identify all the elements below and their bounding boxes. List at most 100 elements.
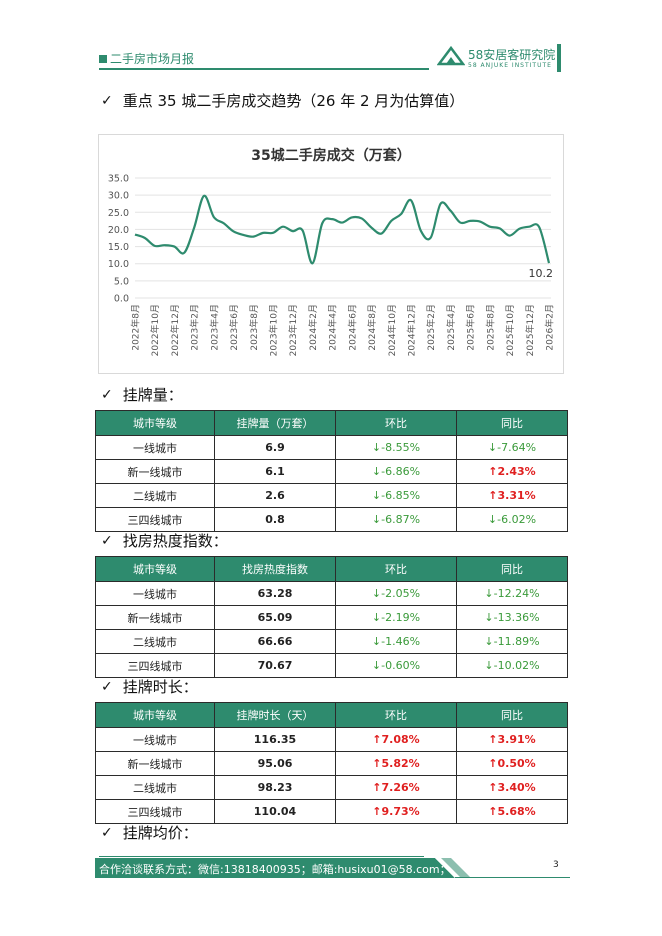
check-icon: ✓ [101, 678, 113, 695]
table-row: 新一线城市 6.1 ↓-6.86% ↑2.43% [95, 459, 568, 484]
yoy-cell: ↓-13.36% [456, 605, 568, 630]
x-tick-label: 2024年10月 [386, 304, 398, 356]
header-divider [99, 68, 429, 70]
x-tick-label: 2024年2月 [307, 304, 319, 351]
y-tick-label: 10.0 [108, 259, 129, 270]
listing-duration-table: 城市等级 挂牌时长（天） 环比 同比 一线城市 116.35 ↑7.08% ↑3.91… [95, 702, 568, 824]
check-icon: ✓ [101, 532, 113, 549]
value-cell: 6.1 [214, 459, 336, 484]
value-cell: 6.9 [214, 435, 336, 460]
table-row: 三四线城市 110.04 ↑9.73% ↑5.68% [95, 799, 568, 824]
x-tick-label: 2023年2月 [189, 304, 201, 351]
footer-contact: 合作洽谈联系方式：微信:13818400935；邮箱:husixu01@58.c… [99, 863, 451, 876]
section-listing-duration-title: 挂牌时长： [122, 678, 198, 696]
col-metric: 找房热度指数 [214, 556, 336, 582]
x-tick-label: 2023年6月 [228, 304, 240, 351]
section-avg-price-title: 挂牌均价： [122, 824, 198, 842]
yoy-cell: ↑2.43% [456, 459, 568, 484]
check-icon: ✓ [101, 386, 113, 403]
logo: 58安居客研究院 58 ANJUKE INSTITUTE [436, 44, 562, 72]
last-value-label: 10.2 [529, 267, 554, 280]
mom-cell: ↑5.82% [335, 751, 457, 776]
col-mom: 环比 [335, 556, 457, 582]
yoy-cell: ↓-7.64% [456, 435, 568, 460]
x-tick-label: 2024年12月 [406, 304, 418, 356]
table-row: 一线城市 6.9 ↓-8.55% ↓-7.64% [95, 435, 568, 460]
header-square-icon [99, 54, 107, 63]
col-level: 城市等级 [95, 410, 215, 436]
table-row: 三四线城市 0.8 ↓-6.87% ↓-6.02% [95, 507, 568, 532]
table-row: 二线城市 66.66 ↓-1.46% ↓-11.89% [95, 629, 568, 654]
x-tick-label: 2025年10月 [504, 304, 516, 356]
mom-cell: ↓-2.05% [335, 581, 457, 606]
yoy-cell: ↑3.31% [456, 483, 568, 508]
city-cell: 一线城市 [95, 581, 215, 606]
value-cell: 66.66 [214, 629, 336, 654]
listing-count-table: 城市等级 挂牌量（万套） 环比 同比 一线城市 6.9 ↓-8.55% ↓-7.64%… [95, 410, 568, 532]
col-mom: 环比 [335, 410, 457, 436]
city-cell: 一线城市 [95, 727, 215, 752]
value-cell: 70.67 [214, 653, 336, 678]
x-tick-label: 2026年2月 [544, 304, 556, 351]
section-avg-price: ✓ 挂牌均价： [101, 822, 198, 843]
report-title: 二手房市场月报 [110, 52, 195, 66]
city-cell: 三四线城市 [95, 507, 215, 532]
value-cell: 95.06 [214, 751, 336, 776]
search-heat-table: 城市等级 找房热度指数 环比 同比 一线城市 63.28 ↓-2.05% ↓-12.2… [95, 556, 568, 678]
yoy-cell: ↑5.68% [456, 799, 568, 824]
city-cell: 一线城市 [95, 435, 215, 460]
yoy-cell: ↓-10.02% [456, 653, 568, 678]
city-cell: 二线城市 [95, 775, 215, 800]
check-icon: ✓ [101, 824, 113, 841]
y-tick-label: 0.0 [114, 294, 129, 305]
table-row: 二线城市 98.23 ↑7.26% ↑3.40% [95, 775, 568, 800]
logo-subtitle: 58 ANJUKE INSTITUTE [468, 62, 552, 69]
x-tick-label: 2025年6月 [465, 304, 477, 351]
col-yoy: 同比 [456, 410, 568, 436]
y-tick-label: 25.0 [108, 208, 129, 219]
yoy-cell: ↑0.50% [456, 751, 568, 776]
section-trend: ✓ 重点 35 城二手房成交趋势（26 年 2 月为估算值） [101, 90, 464, 111]
mom-cell: ↓-1.46% [335, 629, 457, 654]
value-cell: 98.23 [214, 775, 336, 800]
city-cell: 三四线城市 [95, 799, 215, 824]
section-trend-title: 重点 35 城二手房成交趋势（26 年 2 月为估算值） [122, 92, 465, 110]
x-tick-label: 2022年10月 [149, 304, 161, 356]
x-tick-label: 2023年8月 [248, 304, 260, 351]
footer-divider [99, 856, 424, 857]
value-cell: 65.09 [214, 605, 336, 630]
city-cell: 新一线城市 [95, 751, 215, 776]
yoy-cell: ↓-12.24% [456, 581, 568, 606]
col-level: 城市等级 [95, 702, 215, 728]
mom-cell: ↑7.08% [335, 727, 457, 752]
section-listing-count: ✓ 挂牌量： [101, 384, 183, 405]
table-row: 新一线城市 65.09 ↓-2.19% ↓-13.36% [95, 605, 568, 630]
page-number: 3 [553, 860, 559, 870]
col-yoy: 同比 [456, 556, 568, 582]
mom-cell: ↓-6.85% [335, 483, 457, 508]
value-cell: 110.04 [214, 799, 336, 824]
y-tick-label: 5.0 [114, 276, 129, 287]
y-tick-label: 30.0 [108, 191, 129, 202]
x-tick-label: 2023年4月 [208, 304, 220, 351]
header-accent-bar [557, 44, 561, 72]
table-row: 一线城市 63.28 ↓-2.05% ↓-12.24% [95, 581, 568, 606]
value-cell: 116.35 [214, 727, 336, 752]
x-tick-label: 2023年12月 [287, 304, 299, 356]
city-cell: 新一线城市 [95, 605, 215, 630]
value-cell: 63.28 [214, 581, 336, 606]
x-tick-label: 2024年6月 [346, 304, 358, 351]
mom-cell: ↑7.26% [335, 775, 457, 800]
footer-band-shape [95, 858, 570, 878]
mom-cell: ↓-6.87% [335, 507, 457, 532]
transactions-line-chart: 35城二手房成交（万套） 0.0 5.0 10.0 15.0 20.0 25.0 30.0 3… [108, 147, 556, 356]
x-tick-label: 2025年2月 [425, 304, 437, 351]
section-listing-count-title: 挂牌量： [122, 386, 183, 404]
col-metric: 挂牌量（万套） [214, 410, 336, 436]
x-tick-label: 2025年4月 [445, 304, 457, 351]
section-listing-duration: ✓ 挂牌时长： [101, 676, 198, 697]
report-header: 二手房市场月报 [99, 50, 194, 67]
section-search-heat-title: 找房热度指数： [122, 532, 228, 550]
x-tick-label: 2025年8月 [484, 304, 496, 351]
x-tick-label: 2024年8月 [366, 304, 378, 351]
